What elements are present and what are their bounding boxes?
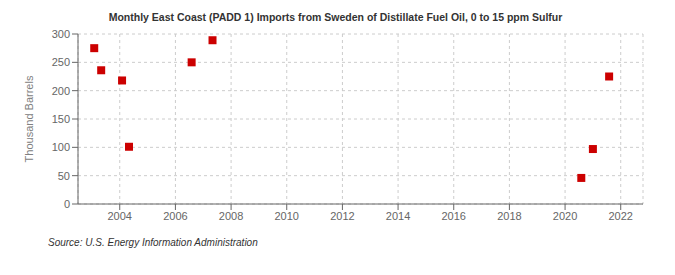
svg-text:100: 100 [52,141,70,153]
svg-text:2012: 2012 [330,210,354,222]
svg-text:2008: 2008 [219,210,243,222]
svg-text:2018: 2018 [497,210,521,222]
svg-text:300: 300 [52,28,70,40]
svg-text:Thousand Barrels: Thousand Barrels [23,75,35,162]
svg-text:0: 0 [64,198,70,210]
html-text:Source: U.S. Energy Informatio: Source: U.S. Energy Information Administ… [48,237,258,248]
svg-text:2006: 2006 [163,210,187,222]
svg-text:2010: 2010 [275,210,299,222]
svg-text:2004: 2004 [108,210,132,222]
svg-text:2020: 2020 [553,210,577,222]
svg-text:2016: 2016 [441,210,465,222]
html-text:Monthly East Coast (PADD 1) Im: Monthly East Coast (PADD 1) Imports from… [108,11,563,23]
svg-text:200: 200 [52,85,70,97]
svg-text:50: 50 [58,170,70,182]
svg-text:2014: 2014 [386,210,410,222]
svg-text:250: 250 [52,56,70,68]
svg-text:2022: 2022 [608,210,632,222]
svg-text:150: 150 [52,113,70,125]
